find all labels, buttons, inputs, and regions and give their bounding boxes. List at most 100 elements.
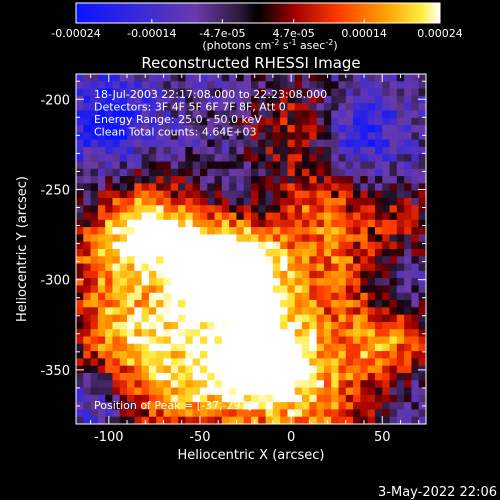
heatmap-cell — [360, 343, 369, 352]
heatmap-cell — [287, 263, 296, 272]
heatmap-cell — [214, 329, 223, 338]
heatmap-cell — [302, 139, 310, 148]
heatmap-cell — [382, 110, 391, 119]
heatmap-cell — [331, 132, 340, 141]
heatmap-cell — [331, 205, 340, 214]
heatmap-cell — [83, 212, 92, 221]
heatmap-cell — [316, 372, 325, 381]
heatmap-cell — [309, 81, 318, 90]
heatmap-cell — [105, 146, 114, 155]
heatmap-cell — [389, 402, 398, 411]
heatmap-cell — [105, 95, 114, 104]
heatmap-cell — [309, 117, 318, 126]
heatmap-cell — [163, 372, 172, 381]
heatmap-cell — [353, 139, 361, 148]
heatmap-cell — [221, 103, 230, 112]
heatmap-cell — [353, 81, 361, 90]
heatmap-cell — [280, 146, 289, 155]
heatmap-cell — [76, 103, 84, 112]
heatmap-cell — [360, 117, 369, 126]
colorbar-tick-label: -4.7e-05 — [199, 27, 245, 40]
heatmap-cell — [243, 380, 252, 389]
heatmap-cell — [345, 263, 354, 272]
heatmap-cell — [178, 234, 186, 243]
heatmap-cell — [199, 132, 208, 141]
heatmap-cell — [280, 270, 289, 279]
heatmap-cell — [338, 307, 347, 316]
heatmap-cell — [83, 278, 92, 287]
heatmap-cell — [418, 394, 426, 403]
heatmap-cell — [287, 285, 296, 294]
heatmap-cell — [83, 132, 92, 141]
heatmap-cell — [97, 387, 106, 396]
heatmap-cell — [170, 314, 179, 323]
heatmap-cell — [221, 146, 230, 155]
heatmap-cell — [148, 139, 157, 148]
heatmap-cell — [374, 263, 383, 272]
heatmap-cell — [389, 358, 398, 367]
heatmap-cell — [134, 74, 143, 82]
heatmap-cell — [236, 314, 245, 323]
heatmap-cell — [302, 168, 310, 177]
heatmap-cell — [382, 176, 391, 184]
heatmap-cell — [309, 161, 318, 170]
heatmap-cell — [229, 249, 238, 257]
heatmap-cell — [221, 292, 230, 301]
heatmap-cell — [97, 88, 106, 97]
heatmap-cell — [258, 365, 267, 374]
heatmap-cell — [280, 394, 289, 403]
heatmap-cell — [302, 95, 310, 104]
heatmap-cell — [229, 139, 238, 148]
heatmap-cell — [382, 416, 391, 424]
heatmap-cell — [251, 139, 259, 148]
heatmap-cell — [418, 416, 426, 424]
heatmap-cell — [119, 117, 128, 126]
heatmap-cell — [97, 227, 106, 236]
heatmap-cell — [353, 190, 361, 199]
heatmap-cell — [367, 249, 376, 257]
heatmap-cell — [170, 161, 179, 170]
heatmap-cell — [141, 380, 150, 389]
heatmap-cell — [156, 365, 165, 374]
heatmap-cell — [156, 103, 165, 112]
heatmap-cell — [338, 249, 347, 257]
heatmap-cell — [280, 372, 289, 381]
y-axis-ticks: -200-250-300-350 — [40, 80, 426, 407]
heatmap-cell — [345, 336, 354, 345]
heatmap-cell — [374, 183, 383, 192]
heatmap-cell — [192, 285, 201, 294]
heatmap-cell — [134, 212, 143, 221]
heatmap-cell — [345, 74, 354, 82]
heatmap-cell — [360, 263, 369, 272]
heatmap-cell — [163, 95, 172, 104]
heatmap-cell — [418, 227, 426, 236]
heatmap-cell — [83, 285, 92, 294]
heatmap-cell — [90, 343, 99, 352]
heatmap-cell — [272, 168, 281, 177]
heatmap-cell — [185, 154, 194, 163]
heatmap-cell — [119, 132, 128, 141]
heatmap-cell — [83, 197, 92, 206]
heatmap-cell — [323, 278, 332, 287]
heatmap-cell — [360, 321, 369, 330]
heatmap-cell — [294, 234, 303, 243]
heatmap-cell — [367, 372, 376, 381]
heatmap-cell — [323, 256, 332, 265]
heatmap-cell — [97, 321, 106, 330]
heatmap-cell — [156, 81, 165, 90]
heatmap-cell — [178, 139, 186, 148]
heatmap-cell — [127, 183, 135, 192]
heatmap-cell — [280, 351, 289, 359]
heatmap-cell — [258, 380, 267, 389]
heatmap-cell — [265, 249, 274, 257]
heatmap-cell — [374, 343, 383, 352]
heatmap-cell — [97, 205, 106, 214]
heatmap-cell — [97, 234, 106, 243]
heatmap-cell — [338, 234, 347, 243]
heatmap-cell — [345, 110, 354, 119]
heatmap-cell — [90, 307, 99, 316]
heatmap-cell — [338, 409, 347, 418]
heatmap-cell — [258, 270, 267, 279]
heatmap-cell — [258, 321, 267, 330]
heatmap-cell — [418, 343, 426, 352]
